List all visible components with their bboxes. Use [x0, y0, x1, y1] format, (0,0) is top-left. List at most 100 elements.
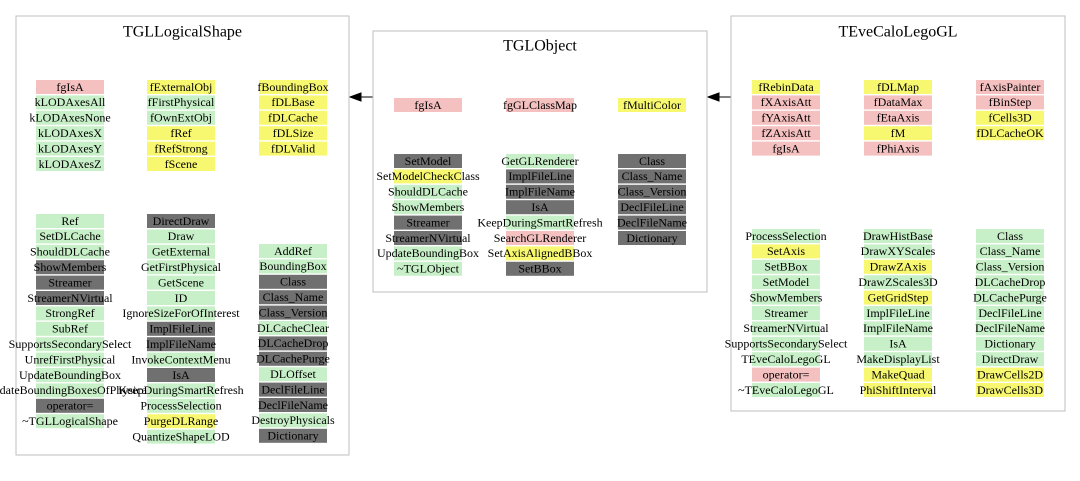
method-bg — [976, 352, 1044, 367]
method-bg — [506, 231, 574, 245]
method-label: SetAxis — [767, 244, 805, 258]
method-bg — [752, 229, 820, 243]
member-bg — [752, 110, 820, 125]
method-bg — [506, 184, 574, 199]
method-label: ShowMembers — [750, 290, 823, 304]
method-label: DeclFileName — [258, 398, 328, 412]
member-label: fRef — [170, 126, 191, 140]
method-bg — [394, 154, 462, 168]
method-label: SetModel — [405, 154, 452, 168]
method-label: Class — [639, 154, 665, 168]
member-label: fgIsA — [414, 98, 442, 112]
arrow-head — [706, 92, 720, 102]
method-bg — [259, 244, 327, 258]
method-bg — [259, 413, 327, 428]
method-bg — [864, 336, 932, 351]
method-bg — [864, 275, 932, 290]
member-label: kLODAxesNone — [29, 111, 110, 125]
method-label: DeclFileLine — [978, 306, 1041, 320]
method-bg — [976, 290, 1044, 305]
method-bg — [976, 306, 1044, 320]
method-label: MakeQuad — [871, 367, 924, 381]
method-label: PurgeDLRange — [144, 414, 218, 428]
member-bg — [259, 126, 327, 141]
method-label: DrawZAxis — [870, 260, 927, 274]
method-bg — [259, 398, 327, 412]
member-bg — [864, 95, 932, 110]
method-bg — [36, 244, 104, 259]
method-label: ~TEveCaloLegoGL — [738, 383, 834, 397]
member-bg — [394, 98, 462, 112]
method-bg — [394, 200, 462, 215]
method-bg — [752, 352, 820, 367]
method-label: PhiShiftInterval — [860, 383, 937, 397]
member-label: fMultiColor — [623, 98, 681, 112]
method-bg — [618, 154, 686, 168]
method-bg — [976, 367, 1044, 382]
method-bg — [259, 336, 327, 351]
method-bg — [147, 275, 215, 290]
member-bg — [752, 95, 820, 110]
method-label: DeclFileLine — [261, 382, 324, 396]
method-bg — [147, 244, 215, 259]
method-bg — [147, 398, 215, 413]
method-bg — [36, 306, 104, 321]
method-label: GetExternal — [152, 245, 211, 259]
method-bg — [506, 200, 574, 215]
method-bg — [506, 215, 574, 230]
member-bg — [36, 110, 104, 125]
member-label: fDLSize — [273, 126, 314, 140]
method-label: ImplFileLine — [866, 306, 929, 320]
method-label: BoundingBox — [259, 259, 326, 273]
method-label: SupportsSecondarySelect — [9, 337, 132, 351]
method-bg — [259, 274, 327, 289]
class-title: TEveCaloLegoGL — [838, 24, 957, 41]
method-label: ShouldDLCache — [388, 185, 468, 199]
method-label: UnrefFirstPhysical — [25, 352, 116, 366]
member-bg — [259, 95, 327, 110]
member-label: fRebinData — [758, 80, 814, 94]
method-label: SubRef — [52, 322, 88, 336]
method-label: DrawXYScales — [861, 244, 936, 258]
method-bg — [864, 383, 932, 397]
inheritance-arrows — [348, 92, 731, 102]
method-label: DrawCells2D — [977, 367, 1043, 381]
method-label: SetAxisAlignedBBox — [488, 246, 593, 260]
method-bg — [864, 244, 932, 259]
method-bg — [976, 383, 1044, 397]
member-label: fBoundingBox — [257, 80, 328, 94]
method-bg — [36, 383, 104, 398]
method-label: ShowMembers — [34, 260, 107, 274]
method-label: MakeDisplayList — [856, 352, 940, 366]
member-bg — [864, 141, 932, 156]
member-label: fDLBase — [271, 95, 314, 109]
member-bg — [752, 126, 820, 141]
method-bg — [147, 229, 215, 244]
method-label: TEveCaloLegoGL — [741, 352, 830, 366]
method-bg — [752, 259, 820, 274]
method-bg — [864, 367, 932, 382]
method-bg — [36, 368, 104, 382]
member-bg — [147, 157, 215, 171]
member-bg — [147, 110, 215, 125]
method-bg — [36, 229, 104, 244]
member-label: kLODAxesZ — [39, 157, 102, 171]
method-label: Class — [997, 229, 1023, 243]
method-bg — [259, 290, 327, 305]
method-bg — [976, 275, 1044, 290]
method-label: KeepDuringSmartRefresh — [118, 383, 243, 397]
method-bg — [976, 229, 1044, 243]
member-label: fExternalObj — [150, 80, 213, 94]
method-label: Streamer — [48, 275, 91, 289]
method-bg — [864, 259, 932, 274]
method-bg — [259, 259, 327, 274]
method-bg — [864, 352, 932, 367]
method-bg — [36, 260, 104, 275]
method-bg — [147, 368, 215, 382]
method-label: DestroyPhysicals — [251, 413, 335, 427]
method-label: SetBBox — [764, 260, 807, 274]
member-label: fM — [891, 126, 906, 140]
